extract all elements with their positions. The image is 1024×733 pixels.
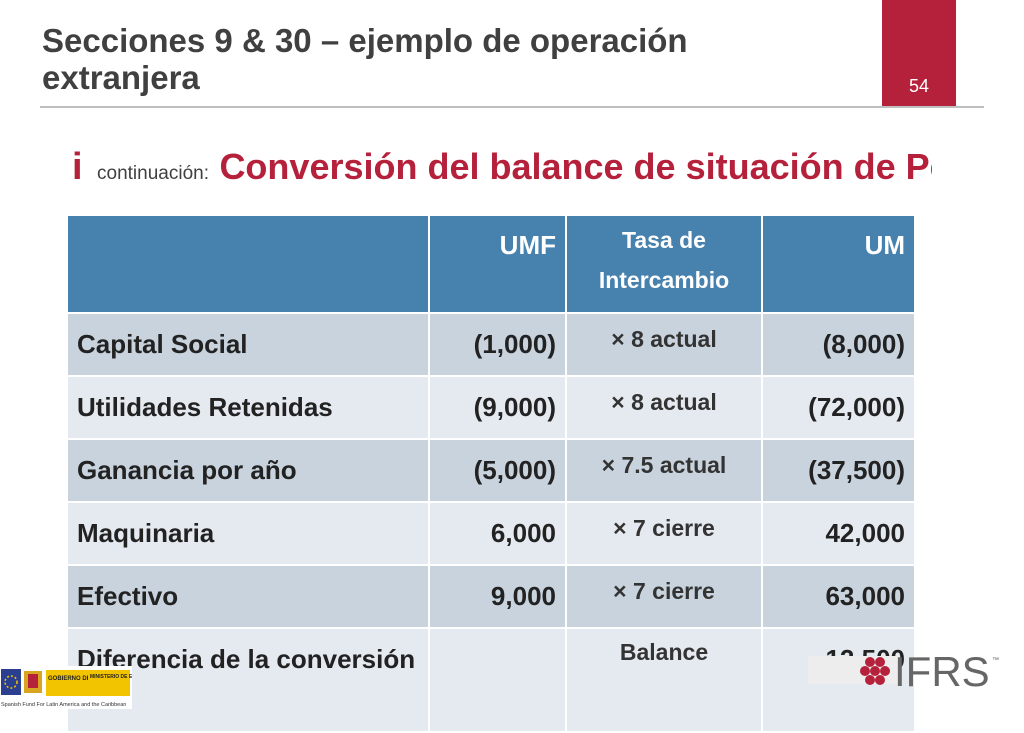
header-um: UM [761,214,916,314]
row-umf: (1,000) [428,312,567,377]
row-umf: 6,000 [428,501,567,566]
row-rate: × 8 actual [565,375,763,440]
row-umf: (9,000) [428,375,567,440]
row-um: 63,000 [761,564,916,629]
header-umf: UMF [428,214,567,314]
slide-title: Secciones 9 & 30 – ejemplo de operación … [42,22,688,96]
table-row: Diferencia de la conversión Balance 12,5… [66,627,916,733]
gov-line1: GOBIERNO DE ESPAÑA [48,675,118,682]
row-label: Maquinaria [66,501,430,566]
row-rate: × 8 actual [565,312,763,377]
row-um: (8,000) [761,312,916,377]
row-um: 42,000 [761,501,916,566]
row-label: Capital Social [66,312,430,377]
row-umf: (5,000) [428,438,567,503]
title-divider [40,106,984,108]
fund-text: Spanish Fund For Latin America and the C… [1,702,126,708]
header-rate: Tasa de Intercambio [565,214,763,314]
page-number: 54 [908,76,930,96]
table-header-row: UMF Tasa de Intercambio UM [66,214,916,314]
page-number-tab: 54 [882,0,956,106]
ifrs-logo-text: IFRS [894,648,990,694]
ifrs-logo: IFRS ™ [808,648,999,694]
row-label: Ganancia por año [66,438,430,503]
government-spain-logo: GOBIERNO DE ESPAÑA MINISTERIO DE ECONOMÍ… [0,666,132,709]
table-row: Ganancia por año (5,000) × 7.5 actual (3… [66,438,916,503]
gov-line2: MINISTERIO DE ECONOMÍA Y HACIENDA [90,672,132,680]
slide-subtitle: i continuación: Conversión del balance d… [72,146,932,208]
table-row: Efectivo 9,000 × 7 cierre 63,000 [66,564,916,629]
row-umf [428,627,567,733]
svg-text:™: ™ [992,657,999,664]
row-umf: 9,000 [428,564,567,629]
table-row: Maquinaria 6,000 × 7 cierre 42,000 [66,501,916,566]
row-um: (72,000) [761,375,916,440]
row-um: (37,500) [761,438,916,503]
row-label: Efectivo [66,564,430,629]
row-rate: × 7.5 actual [565,438,763,503]
table-row: Capital Social (1,000) × 8 actual (8,000… [66,312,916,377]
conversion-table: UMF Tasa de Intercambio UM Capital Socia… [66,214,916,733]
table-row: Utilidades Retenidas (9,000) × 8 actual … [66,375,916,440]
row-rate: × 7 cierre [565,564,763,629]
header-label [66,214,430,314]
subtitle-bullet: i [72,146,83,188]
row-rate: × 7 cierre [565,501,763,566]
subtitle-continuation: continuación: [97,163,209,184]
subtitle-heading: Conversión del balance de situación de P… [219,146,932,187]
row-rate: Balance [565,627,763,733]
row-label: Utilidades Retenidas [66,375,430,440]
